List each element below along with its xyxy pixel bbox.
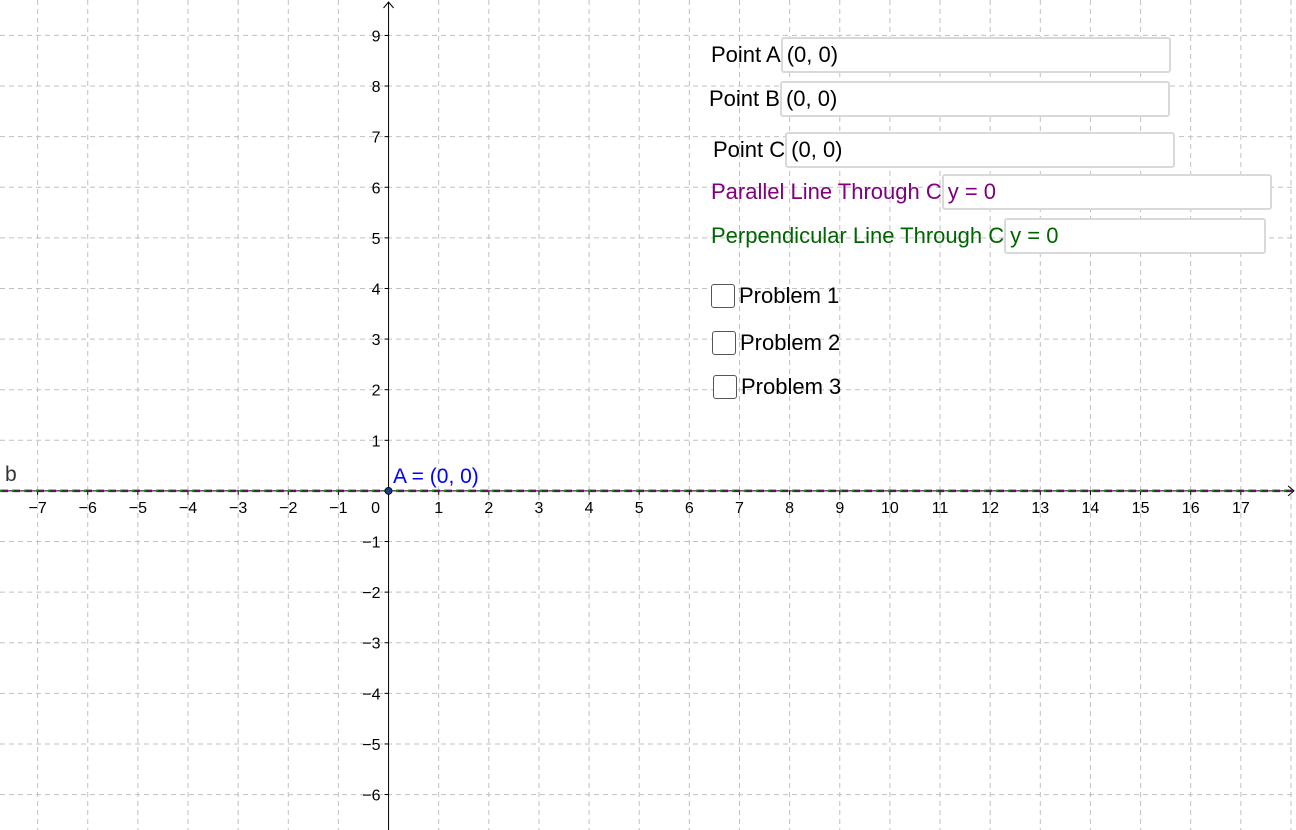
x-tick-label: −2 xyxy=(279,500,297,517)
x-tick-label: 9 xyxy=(835,500,844,517)
x-tick-label: 6 xyxy=(685,500,694,517)
problem-1-label: Problem 1 xyxy=(739,283,840,308)
x-tick-label: 0 xyxy=(371,500,380,517)
y-tick-label: 2 xyxy=(372,383,381,400)
x-axis-arrow xyxy=(1287,485,1295,497)
y-tick-label: 1 xyxy=(372,433,381,450)
point-c-input[interactable] xyxy=(785,132,1176,168)
point-a-label: A = (0, 0) xyxy=(393,465,479,488)
y-tick-label: −1 xyxy=(362,535,380,552)
parallel-label-text: Parallel Line Through C xyxy=(711,179,942,204)
checkbox-icon[interactable] xyxy=(712,331,736,355)
x-tick-label: 11 xyxy=(932,500,949,517)
y-tick-label: 6 xyxy=(372,180,381,197)
y-tick-label: 8 xyxy=(372,79,381,96)
y-tick-label: −4 xyxy=(362,686,380,703)
perpendicular-label-text: Perpendicular Line Through C xyxy=(711,223,1005,248)
point-c-label-text: Point C xyxy=(713,137,786,162)
x-tick-label: −5 xyxy=(129,500,147,517)
x-tick-label: 17 xyxy=(1232,500,1250,517)
x-tick-label: 2 xyxy=(484,500,493,517)
point-a-input[interactable] xyxy=(780,37,1171,73)
y-tick-label: −5 xyxy=(362,737,380,754)
y-tick-label: 7 xyxy=(372,130,381,147)
x-tick-label: 12 xyxy=(981,500,999,517)
y-axis-arrow xyxy=(383,1,394,9)
x-tick-label: −1 xyxy=(329,500,347,517)
point-b-input[interactable] xyxy=(779,81,1170,117)
x-tick-label: 10 xyxy=(881,500,899,517)
x-tick-label: −7 xyxy=(28,500,46,517)
x-tick-label: −3 xyxy=(229,500,247,517)
x-tick-label: 1 xyxy=(434,500,443,517)
parallel-input[interactable] xyxy=(941,174,1272,210)
y-tick-label: 4 xyxy=(372,281,381,298)
construction-objects[interactable] xyxy=(0,487,1296,495)
x-tick-label: 8 xyxy=(785,500,794,517)
y-tick-label: −6 xyxy=(362,788,380,805)
y-tick-label: 5 xyxy=(372,231,381,248)
point-a xyxy=(384,487,393,495)
x-axis-ticks: −7 −6 −5 −4 −3 −2 −1 0 1 2 3 4 5 6 7 8 9 10 11 12 13 14 15 16 17 xyxy=(28,490,1250,517)
parallel-row: Parallel Line Through C xyxy=(711,174,1272,210)
perpendicular-input[interactable] xyxy=(1004,218,1267,254)
x-tick-label: 14 xyxy=(1082,500,1100,517)
checkbox-icon[interactable] xyxy=(713,375,737,399)
problem-3-label: Problem 3 xyxy=(741,374,842,399)
y-tick-label: −2 xyxy=(362,585,380,602)
point-b-row: Point B xyxy=(709,81,1170,117)
y-tick-label: −3 xyxy=(362,636,380,653)
point-b-label-text: Point B xyxy=(709,86,780,111)
y-tick-label: 3 xyxy=(372,332,381,349)
point-c-row: Point C xyxy=(713,132,1176,168)
x-tick-label: −4 xyxy=(179,500,197,517)
x-tick-label: 15 xyxy=(1132,500,1150,517)
checkbox-icon[interactable] xyxy=(711,284,735,308)
x-tick-label: 7 xyxy=(735,500,744,517)
y-tick-label: 9 xyxy=(372,28,381,45)
problem-2-checkbox[interactable]: Problem 2 xyxy=(712,330,840,356)
problem-2-label: Problem 2 xyxy=(740,330,841,355)
x-tick-label: 3 xyxy=(535,500,544,517)
x-tick-label: −6 xyxy=(79,500,97,517)
point-a-label-text: Point A xyxy=(711,42,781,67)
problem-3-checkbox[interactable]: Problem 3 xyxy=(713,374,841,400)
x-tick-label: 16 xyxy=(1182,500,1200,517)
point-a-row: Point A xyxy=(711,37,1171,73)
x-tick-label: 4 xyxy=(585,500,594,517)
line-b-label: b xyxy=(5,463,17,486)
problem-1-checkbox[interactable]: Problem 1 xyxy=(711,283,839,309)
y-axis-ticks: 9 8 7 6 5 4 3 2 1 −1 −2 −3 −4 −5 −6 xyxy=(362,28,389,805)
x-tick-label: 13 xyxy=(1031,500,1049,517)
perpendicular-row: Perpendicular Line Through C xyxy=(711,218,1267,254)
x-tick-label: 5 xyxy=(635,500,644,517)
